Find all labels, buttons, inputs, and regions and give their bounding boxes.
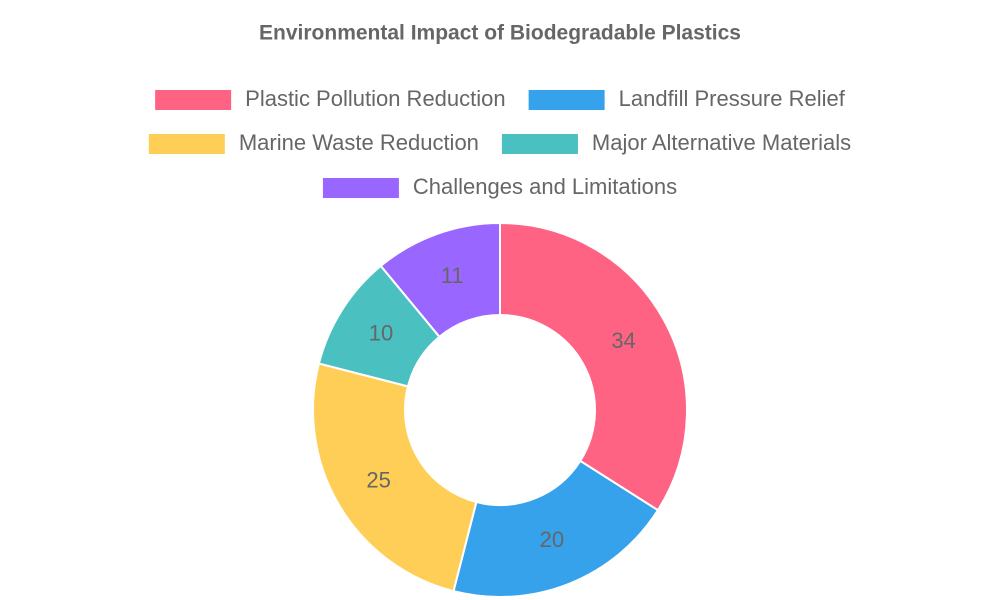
doughnut-segment <box>379 221 501 339</box>
legend-swatch <box>528 90 605 110</box>
legend-label: Landfill Pressure Relief <box>619 86 846 111</box>
doughnut-segment <box>312 362 478 593</box>
legend-item: Marine Waste Reduction <box>148 130 479 155</box>
legend-item: Plastic Pollution Reduction <box>155 86 506 111</box>
data-label: 25 <box>366 468 390 493</box>
legend-label: Plastic Pollution Reduction <box>245 86 505 111</box>
data-label: 11 <box>441 263 464 288</box>
legend-item: Challenges and Limitations <box>322 174 677 199</box>
legend-label: Marine Waste Reduction <box>239 130 479 155</box>
legend-swatch <box>148 134 225 154</box>
legend-label: Challenges and Limitations <box>413 174 677 199</box>
data-label: 10 <box>369 320 393 345</box>
legend-swatch <box>155 90 232 110</box>
legend-item: Major Alternative Materials <box>501 130 851 155</box>
doughnut-segment <box>452 459 660 598</box>
data-label: 34 <box>611 328 635 353</box>
legend-swatch <box>322 178 399 198</box>
legend-label: Major Alternative Materials <box>592 130 851 155</box>
data-label: 20 <box>540 527 564 552</box>
chart-title: Environmental Impact of Biodegradable Pl… <box>259 22 741 45</box>
legend-swatch <box>501 134 578 154</box>
legend-item: Landfill Pressure Relief <box>528 86 846 111</box>
doughnut-segment <box>499 221 688 512</box>
